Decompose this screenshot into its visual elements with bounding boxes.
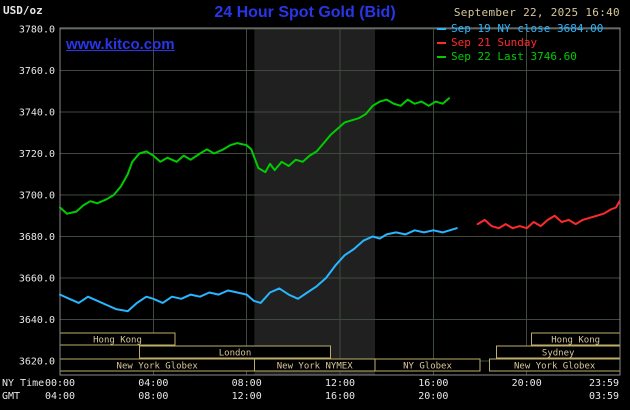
- kitco-link[interactable]: www.kitco.com: [66, 36, 175, 53]
- x-tick-label-ny: 12:00: [325, 378, 355, 389]
- y-tick-label: 3780.0: [19, 25, 55, 36]
- x-axis-ny-label: NY Time: [2, 378, 44, 389]
- legend-marker: [437, 55, 446, 58]
- nymex-session-band: [254, 28, 375, 375]
- x-tick-label-ny: 16:00: [418, 378, 448, 389]
- y-tick-label: 3680.0: [19, 232, 55, 243]
- legend-marker: [437, 27, 446, 30]
- session-box: [374, 358, 481, 372]
- x-tick-label-ny: 23:59: [589, 378, 619, 389]
- session-label: London: [219, 349, 252, 359]
- session-label: Hong Kong: [93, 336, 142, 346]
- y-tick-label: 3660.0: [19, 274, 55, 285]
- x-tick-label-ny: 08:00: [232, 378, 262, 389]
- session-label: Hong Kong: [551, 336, 600, 346]
- x-tick-label-gmt: 04:00: [45, 391, 75, 402]
- y-tick-label: 3700.0: [19, 191, 55, 202]
- x-tick-label-ny: 20:00: [512, 378, 542, 389]
- datetime-label: September 22, 2025 16:40: [453, 6, 620, 19]
- series-sep-19-ny-close: [59, 227, 458, 313]
- y-tick-label: 3760.0: [19, 66, 55, 77]
- x-tick-label-gmt: 03:59: [589, 391, 619, 402]
- legend-item: Sep 19 NY close 3684.00: [437, 22, 604, 35]
- x-tick-label-gmt: 12:00: [232, 391, 262, 402]
- unit-label: USD/oz: [3, 4, 43, 17]
- x-tick-label-ny: 00:00: [45, 378, 75, 389]
- series-sep-22-last: [59, 97, 450, 215]
- session-label: NY Globex: [403, 362, 452, 372]
- x-tick-label-gmt: 16:00: [325, 391, 355, 402]
- x-tick-label-ny: 04:00: [138, 378, 168, 389]
- page-title: 24 Hour Spot Gold (Bid): [214, 4, 396, 21]
- legend-marker: [437, 41, 446, 44]
- y-tick-label: 3720.0: [19, 149, 55, 160]
- legend-label: Sep 19 NY close 3684.00: [451, 22, 604, 35]
- session-label: New York NYMEX: [277, 362, 353, 372]
- legend-label: Sep 22 Last 3746.60: [451, 50, 577, 63]
- session-label: New York Globex: [117, 362, 199, 372]
- session-label: Sydney: [542, 349, 575, 359]
- legend-item: Sep 22 Last 3746.60: [437, 50, 603, 63]
- legend-item: Sep 21 Sunday: [437, 36, 603, 49]
- y-tick-label: 3740.0: [19, 108, 55, 119]
- legend: Sep 19 NY close 3684.00 Sep 21 Sunday Sep …: [437, 22, 604, 63]
- x-tick-label-gmt: 08:00: [138, 391, 168, 402]
- session-label: New York Globex: [514, 362, 596, 372]
- session-box: [138, 345, 332, 359]
- y-tick-label: 3640.0: [19, 315, 55, 326]
- x-axis-gmt-label: GMT: [2, 391, 20, 402]
- series-sep-21-sunday: [476, 200, 621, 230]
- y-tick-label: 3620.0: [19, 357, 55, 368]
- x-tick-label-gmt: 20:00: [418, 391, 448, 402]
- legend-label: Sep 21 Sunday: [451, 36, 538, 49]
